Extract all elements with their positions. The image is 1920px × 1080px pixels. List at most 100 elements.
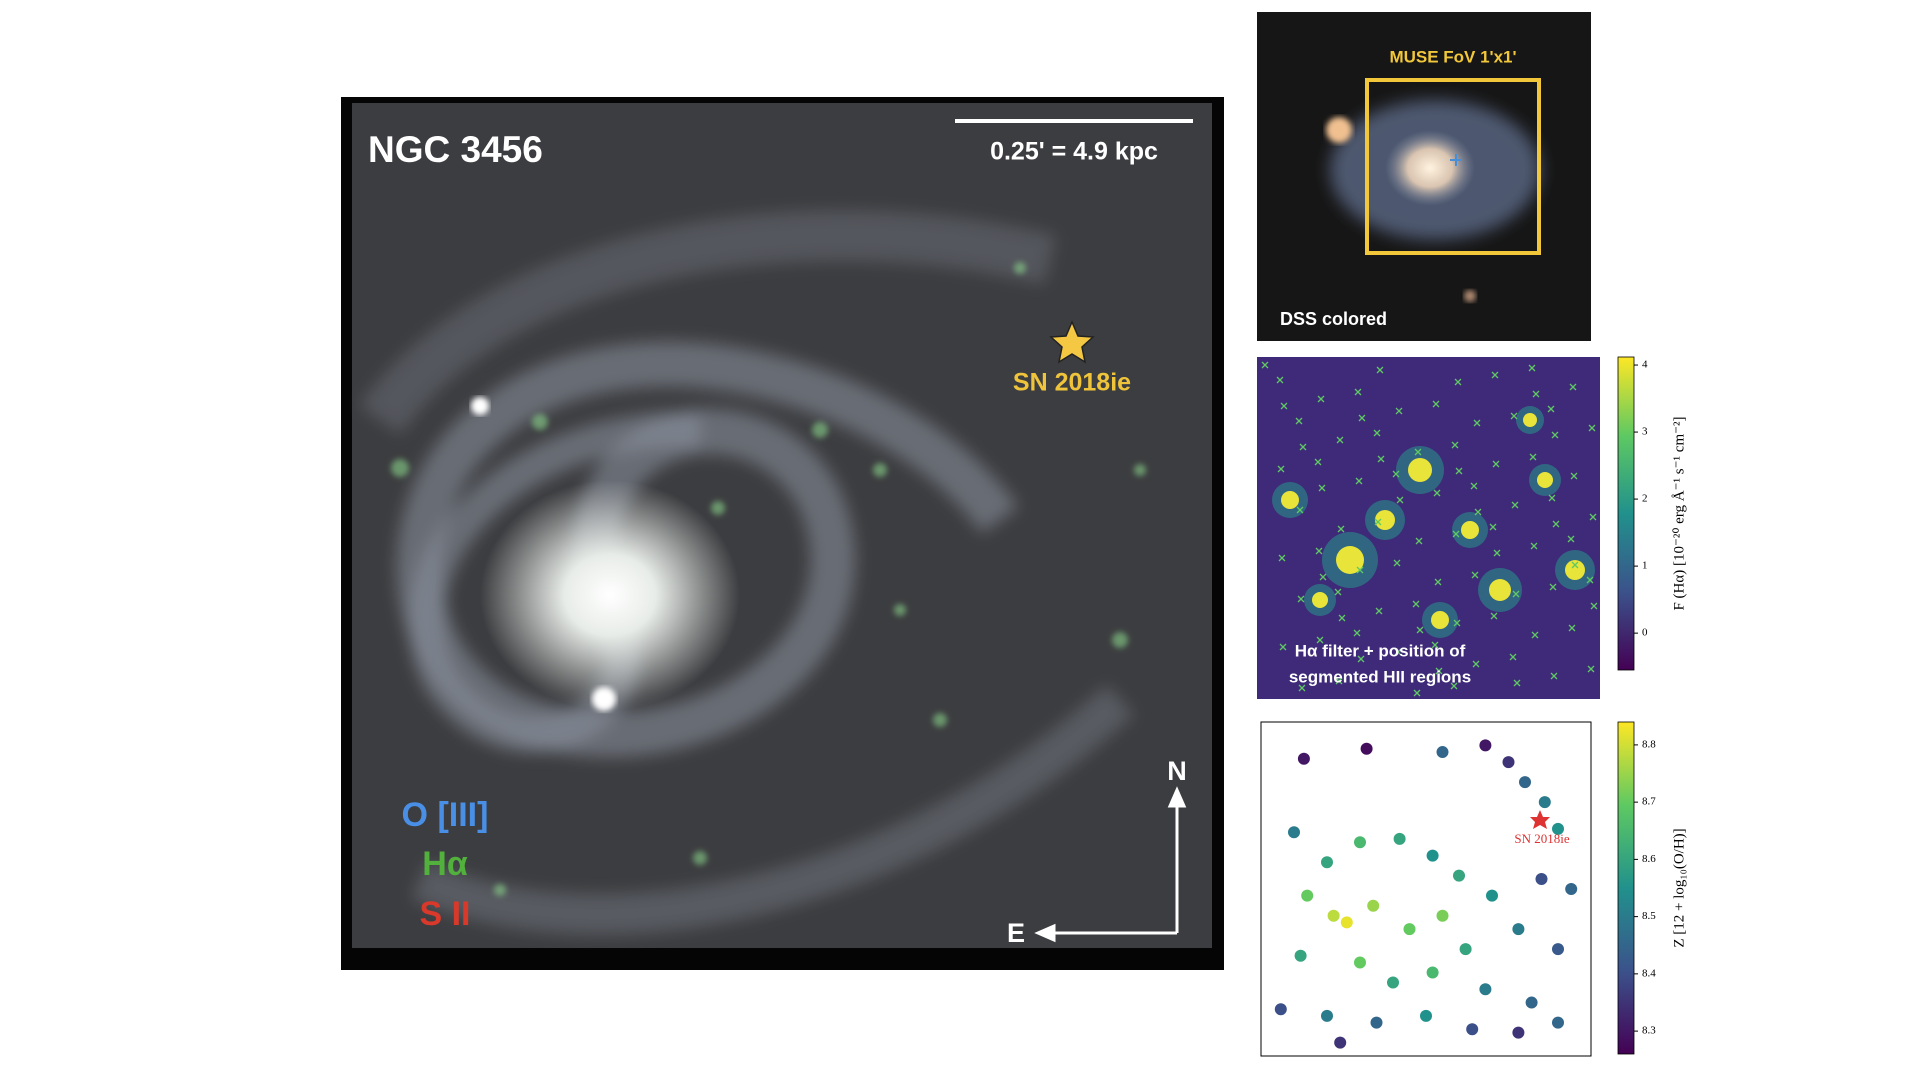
halpha-caption: segmented HII regions	[1289, 667, 1471, 686]
halpha-cross	[1509, 653, 1517, 661]
halpha-cross	[1374, 518, 1382, 526]
halpha-cross	[1589, 513, 1597, 521]
halpha-cross	[1432, 400, 1440, 408]
halpha-region	[1281, 491, 1299, 509]
halpha-cross	[1490, 612, 1498, 620]
halpha-cross	[1434, 578, 1442, 586]
region-point	[1340, 916, 1353, 929]
region-point	[1426, 849, 1439, 862]
region-point	[1552, 822, 1564, 835]
halpha-cross	[1412, 600, 1420, 608]
halpha-cross	[1375, 607, 1383, 615]
halpha-cross	[1450, 682, 1458, 690]
halpha-cross	[1393, 559, 1401, 567]
colorbar-tick-label: 0	[1642, 627, 1648, 639]
halpha-cross	[1569, 383, 1577, 391]
region-point	[1321, 856, 1333, 869]
halpha-cross	[1567, 535, 1575, 543]
halpha-cross	[1357, 655, 1365, 663]
region-point	[1420, 1009, 1432, 1022]
legend-sii: S II	[419, 895, 470, 933]
halpha-region	[1431, 611, 1449, 629]
halpha-cross	[1278, 554, 1286, 562]
halpha-cross	[1334, 588, 1342, 596]
halpha-cross	[1358, 414, 1366, 422]
halpha-cross	[1455, 467, 1463, 475]
region-point	[1459, 943, 1472, 956]
halpha-cross	[1529, 453, 1537, 461]
halpha-cross	[1395, 407, 1403, 415]
compass-east: E	[1007, 918, 1025, 948]
halpha-cross	[1531, 631, 1539, 639]
panel-title: NGC 3456	[368, 129, 543, 170]
halpha-cross	[1416, 626, 1424, 634]
colorbar-tick-label: 1	[1642, 560, 1648, 572]
halpha-cross	[1510, 412, 1518, 420]
halpha-region	[1312, 592, 1328, 608]
halpha-region	[1523, 413, 1537, 427]
sn-marker	[1049, 320, 1095, 364]
region-point	[1393, 832, 1406, 845]
colorbar-tick-label: 3	[1642, 426, 1648, 438]
halpha-cross	[1435, 667, 1443, 675]
region-point	[1367, 899, 1380, 912]
halpha-cross	[1452, 530, 1460, 538]
metallicity-frame	[1260, 721, 1592, 1057]
region-point	[1535, 872, 1548, 885]
halpha-cross	[1296, 506, 1304, 514]
region-point	[1334, 1036, 1347, 1049]
halpha-cross	[1354, 388, 1362, 396]
fov-box	[1365, 78, 1541, 255]
region-point	[1436, 909, 1449, 922]
center-cross	[1450, 154, 1462, 166]
compass-north: N	[1167, 756, 1187, 786]
halpha-cross	[1337, 525, 1345, 533]
fov-label: MUSE FoV 1'x1'	[1389, 47, 1516, 66]
halpha-cross	[1568, 624, 1576, 632]
halpha-cross	[1512, 590, 1520, 598]
region-point	[1321, 1009, 1333, 1022]
halpha-cross	[1454, 378, 1462, 386]
region-point	[1301, 889, 1314, 902]
region-point	[1297, 752, 1310, 765]
halpha-cross	[1279, 643, 1287, 651]
region-point	[1354, 956, 1366, 969]
halpha-cross	[1377, 455, 1385, 463]
halpha-cross	[1587, 665, 1595, 673]
halpha-region	[1537, 472, 1553, 488]
halpha-cross	[1493, 549, 1501, 557]
sn-label: SN 2018ie	[1013, 369, 1131, 397]
dss-caption: DSS colored	[1280, 309, 1387, 329]
region-point	[1294, 949, 1307, 962]
halpha-cross	[1474, 508, 1482, 516]
halpha-cross	[1415, 537, 1423, 545]
halpha-cross	[1414, 448, 1422, 456]
halpha-region	[1565, 560, 1585, 580]
region-point	[1436, 746, 1449, 759]
compass	[1034, 786, 1187, 943]
region-point	[1354, 836, 1366, 849]
region-point	[1360, 742, 1373, 755]
halpha-cross	[1549, 583, 1557, 591]
dss-image	[1257, 12, 1591, 341]
colorbar-tick-label: 2	[1642, 493, 1648, 505]
colorbar-tick-label: 4	[1642, 359, 1648, 371]
halpha-cross	[1530, 542, 1538, 550]
legend-oiii: O [III]	[402, 796, 489, 834]
halpha-cross	[1548, 494, 1556, 502]
region-point	[1288, 826, 1300, 839]
colorbar-label: F (Hα) [10⁻²⁰ erg Å⁻¹ s⁻¹ cm⁻²]	[1671, 416, 1687, 610]
region-point	[1519, 776, 1531, 789]
halpha-cross	[1433, 489, 1441, 497]
halpha-region	[1375, 510, 1395, 530]
muse-image	[341, 97, 1224, 970]
halpha-cross	[1376, 366, 1384, 374]
halpha-cross	[1473, 419, 1481, 427]
halpha-cross	[1451, 441, 1459, 449]
colorbar-label: Z [12 + log₁₀(O/H)]	[1671, 828, 1687, 947]
halpha-cross	[1392, 470, 1400, 478]
halpha-cross	[1550, 672, 1558, 680]
halpha-cross	[1396, 496, 1404, 504]
halpha-cross	[1336, 436, 1344, 444]
region-point	[1479, 739, 1492, 752]
